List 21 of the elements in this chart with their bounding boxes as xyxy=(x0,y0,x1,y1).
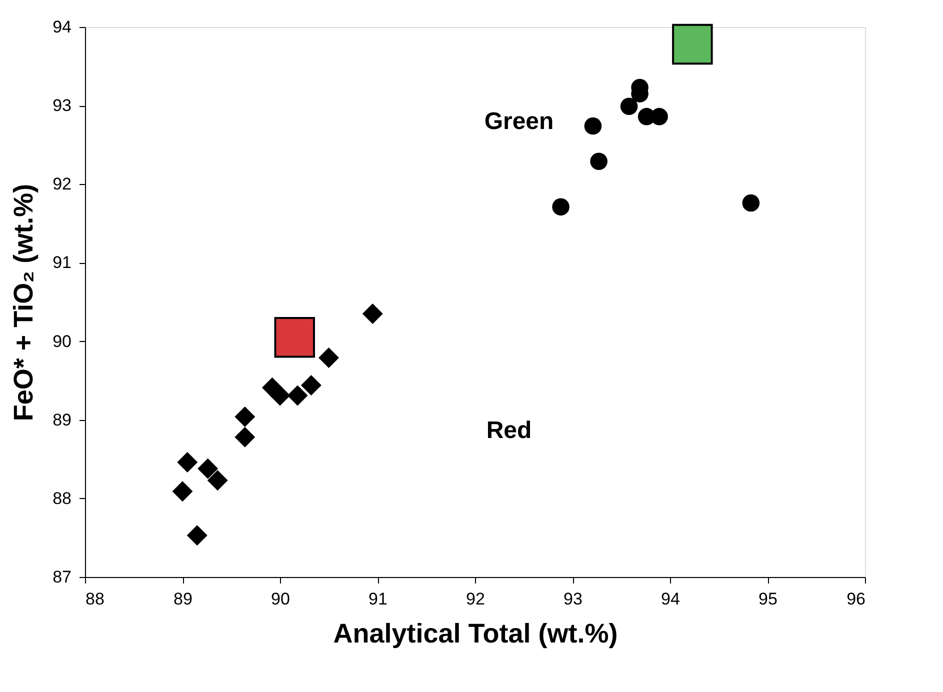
x-tick-label: 95 xyxy=(758,590,778,608)
x-axis-title: Analytical Total (wt.%) xyxy=(333,618,618,648)
y-tick-label: 90 xyxy=(52,332,72,351)
x-tick-label: 91 xyxy=(368,590,388,608)
y-tick-label: 87 xyxy=(52,568,72,586)
x-tick-label: 88 xyxy=(86,590,104,608)
x-tick-label: 94 xyxy=(661,590,680,608)
y-tick-label: 93 xyxy=(52,96,72,116)
annotation: Green xyxy=(484,108,554,135)
x-tick-label: 96 xyxy=(846,590,866,608)
x-tick-label: 89 xyxy=(174,590,192,608)
x-tick-label: 93 xyxy=(564,590,582,608)
x-tick-label: 92 xyxy=(466,590,485,608)
y-tick-label: 92 xyxy=(52,174,72,194)
y-tick-label: 91 xyxy=(52,253,72,272)
y-axis-title: FeO* + TiO₂ (wt.%) xyxy=(8,184,39,422)
y-tick-label: 94 xyxy=(52,18,72,36)
y-tick-label: 88 xyxy=(52,488,72,508)
x-tick-label: 90 xyxy=(271,590,290,608)
y-tick-label: 89 xyxy=(52,410,72,430)
annotation: Red xyxy=(486,417,532,444)
